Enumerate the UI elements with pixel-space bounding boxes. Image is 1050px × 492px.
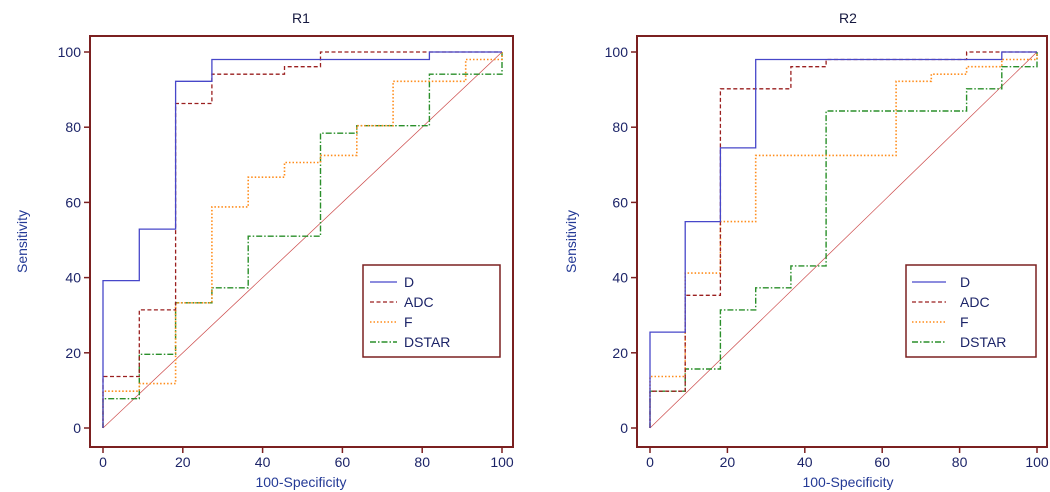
y-tick-label: 20 [65, 345, 81, 361]
reference-diagonal-line [649, 51, 1038, 429]
x-tick-label: 100 [490, 454, 514, 470]
y-tick-label: 100 [605, 44, 629, 60]
series-line-dstar [649, 52, 1038, 428]
series-line-adc [102, 51, 502, 428]
legend-label: DSTAR [404, 334, 450, 350]
legend: D ADC F DSTAR [362, 264, 501, 358]
y-tick-label: 80 [65, 119, 81, 135]
y-tick-label: 60 [612, 194, 628, 210]
x-tick-label: 60 [874, 454, 890, 470]
x-tick-label: 40 [797, 454, 813, 470]
series-line-f [102, 52, 503, 428]
x-tick-label: 80 [952, 454, 968, 470]
legend-label: F [960, 314, 969, 330]
series-line-d [649, 51, 1037, 428]
legend: D ADC F DSTAR [905, 264, 1037, 358]
y-tick-label: 80 [612, 119, 628, 135]
x-axis-label: 100-Specificity [802, 474, 893, 490]
y-axis-label: Sensitivity [14, 210, 30, 273]
legend-label: DSTAR [960, 334, 1006, 350]
y-tick-label: 40 [65, 270, 81, 286]
legend-item-adc: ADC [912, 294, 990, 310]
x-tick-label: 20 [175, 454, 191, 470]
reference-diagonal-line [102, 51, 503, 429]
x-tick-label: 40 [255, 454, 271, 470]
legend-label: D [404, 274, 414, 290]
x-tick-label: 20 [720, 454, 736, 470]
chart-panel-1: R1 0 20 40 60 80 100 0 20 40 60 80 100 100-Specificit… [14, 10, 514, 490]
y-axis-label: Sensitivity [563, 210, 579, 273]
x-axis-label: 100-Specificity [255, 474, 346, 490]
y-tick-label: 20 [612, 345, 628, 361]
x-tick-label: 0 [99, 454, 107, 470]
legend-item-adc: ADC [370, 294, 434, 310]
legend-item-dstar: DSTAR [370, 334, 450, 350]
y-tick-label: 60 [65, 194, 81, 210]
plot-frame [89, 35, 514, 448]
chart-title: R2 [839, 10, 857, 26]
y-tick-label: 0 [73, 420, 81, 436]
x-tick-label: 80 [414, 454, 430, 470]
y-tick-label: 100 [58, 44, 82, 60]
legend-item-d: D [370, 274, 414, 290]
x-tick-label: 0 [646, 454, 654, 470]
legend-label: D [960, 274, 970, 290]
series-line-d [102, 51, 502, 428]
legend-item-f: F [912, 314, 969, 330]
chart-panel-2: R2 0 20 40 60 80 100 0 20 40 60 80 100 100-Specificit… [563, 10, 1049, 490]
y-tick-label: 0 [620, 420, 628, 436]
legend-item-dstar: DSTAR [912, 334, 1006, 350]
legend-item-f: F [370, 314, 413, 330]
y-tick-label: 40 [612, 270, 628, 286]
x-tick-label: 60 [335, 454, 351, 470]
chart-title: R1 [292, 10, 310, 26]
legend-label: ADC [960, 294, 990, 310]
legend-item-d: D [912, 274, 970, 290]
legend-label: F [404, 314, 413, 330]
x-tick-label: 100 [1025, 454, 1049, 470]
series-line-dstar [102, 52, 503, 428]
legend-label: ADC [404, 294, 434, 310]
